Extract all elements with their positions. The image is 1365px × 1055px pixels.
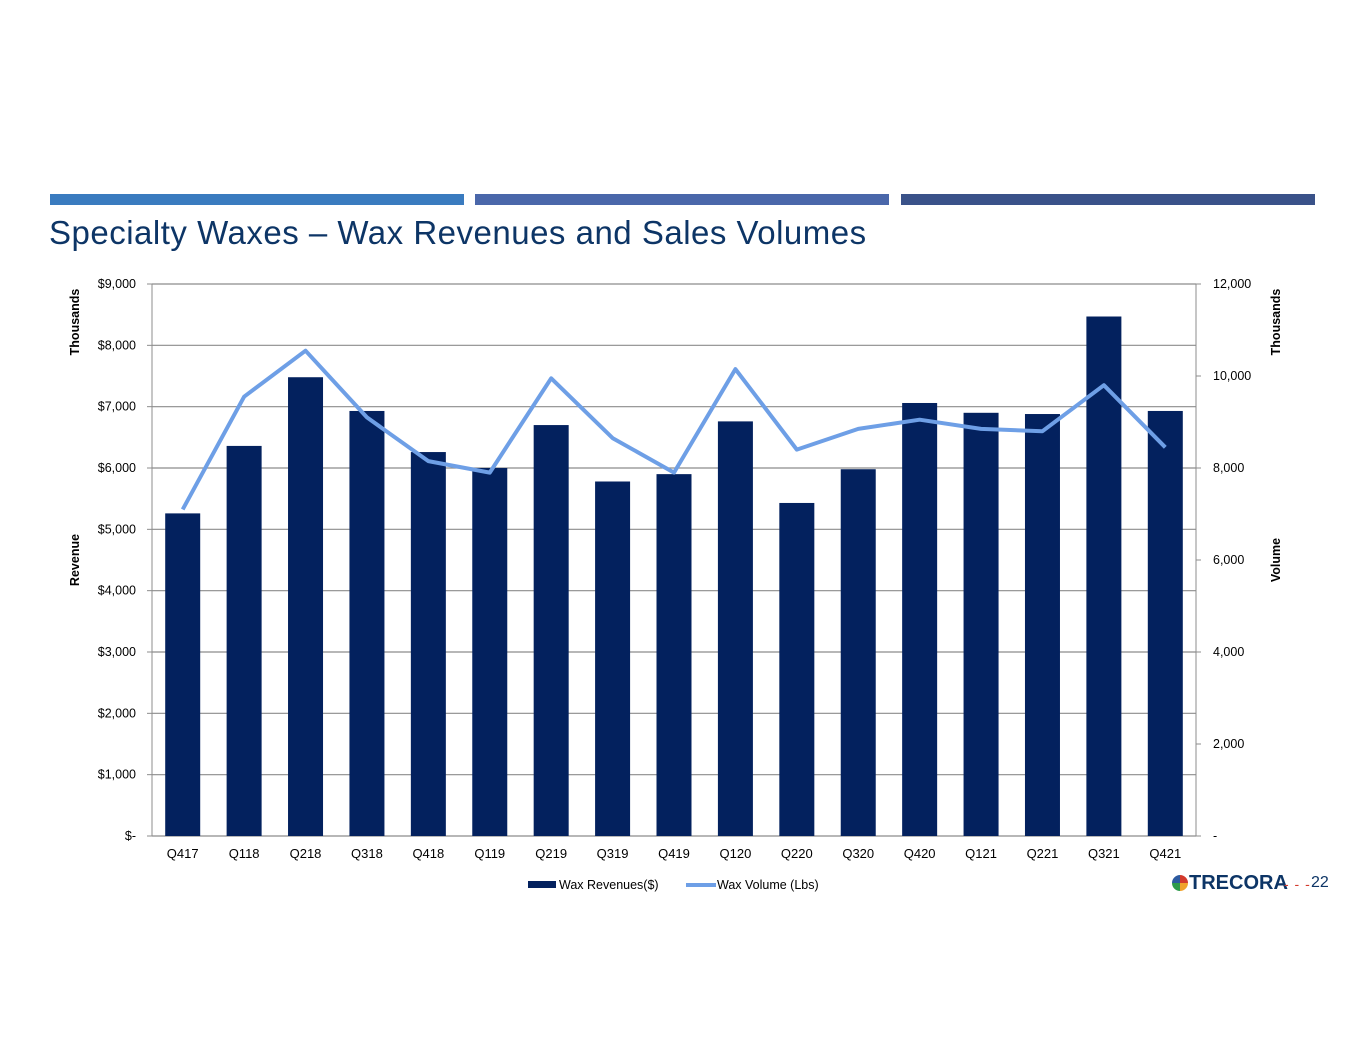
x-axis-tick-label: Q418	[412, 846, 444, 861]
page-number: 22	[1311, 874, 1329, 891]
revenue-bar	[1086, 316, 1122, 836]
x-axis-tick-label: Q417	[167, 846, 199, 861]
right-axis-tick-label: 6,000	[1213, 553, 1244, 567]
trecora-logo: TRECORA	[1171, 872, 1288, 895]
revenue-bar	[349, 410, 385, 836]
left-axis-tick-label: $5,000	[98, 522, 136, 536]
revenue-bar	[656, 474, 692, 836]
revenue-bar	[963, 412, 999, 836]
x-axis-tick-label: Q321	[1088, 846, 1120, 861]
left-axis-title: Revenue	[68, 534, 82, 586]
footer-dashes: - - -	[1284, 876, 1311, 892]
revenue-bar	[717, 421, 753, 836]
left-axis-tick-label: $9,000	[98, 277, 136, 291]
left-axis-tick-label: $7,000	[98, 400, 136, 414]
revenue-bar	[902, 402, 938, 836]
x-axis-tick-label: Q219	[535, 846, 567, 861]
logo-o-icon	[1172, 875, 1188, 891]
revenue-bar	[779, 502, 815, 836]
revenue-bar	[165, 513, 201, 836]
right-axis-title: Volume	[1269, 538, 1283, 582]
left-axis-tick-label: $1,000	[98, 768, 136, 782]
revenue-bar	[840, 469, 876, 836]
header-accent-bar-3	[901, 194, 1315, 205]
revenue-bar	[288, 377, 324, 836]
revenue-bar	[410, 452, 446, 836]
left-axis-tick-label: $3,000	[98, 645, 136, 659]
header-accent-bar-2	[475, 194, 889, 205]
slide-title: Specialty Waxes – Wax Revenues and Sales…	[49, 214, 867, 251]
x-axis-tick-label: Q221	[1027, 846, 1059, 861]
x-axis-tick-label: Q320	[842, 846, 874, 861]
x-axis-tick-label: Q318	[351, 846, 383, 861]
revenue-bar	[226, 445, 262, 836]
revenue-bar	[533, 425, 569, 836]
right-axis-unit-label: Thousands	[1269, 289, 1283, 356]
x-axis-tick-label: Q118	[229, 846, 260, 861]
left-axis-unit-label: Thousands	[68, 289, 82, 356]
revenue-bar	[1147, 410, 1183, 836]
x-axis-tick-label: Q121	[965, 846, 997, 861]
right-axis-tick-label: 4,000	[1213, 645, 1244, 659]
revenue-bar	[472, 468, 508, 836]
legend-label-volume: Wax Volume (Lbs)	[717, 878, 819, 892]
x-axis-tick-label: Q220	[781, 846, 813, 861]
x-axis-tick-label: Q120	[720, 846, 752, 861]
left-axis-tick-label: $8,000	[98, 338, 136, 352]
right-axis-tick-label: 10,000	[1213, 369, 1251, 383]
left-axis-tick-label: $6,000	[98, 461, 136, 475]
revenue-bar	[595, 481, 631, 836]
right-axis-tick-label: -	[1213, 829, 1217, 843]
right-axis-tick-label: 12,000	[1213, 277, 1251, 291]
volume-line	[180, 348, 1167, 511]
x-axis-tick-label: Q319	[597, 846, 629, 861]
x-axis-tick-label: Q420	[904, 846, 936, 861]
left-axis-tick-label: $4,000	[98, 584, 136, 598]
logo-text: TRECORA	[1189, 872, 1288, 894]
x-axis-tick-label: Q218	[290, 846, 322, 861]
x-axis-tick-label: Q119	[474, 846, 505, 861]
left-axis-tick-label: $-	[125, 829, 136, 843]
right-axis-tick-label: 2,000	[1213, 737, 1244, 751]
header-accent-bar-1	[50, 194, 464, 205]
revenue-bar	[1024, 414, 1060, 836]
right-axis-tick-label: 8,000	[1213, 461, 1244, 475]
left-axis-tick-label: $2,000	[98, 706, 136, 720]
x-axis-tick-label: Q421	[1149, 846, 1181, 861]
legend-swatch-revenue	[528, 881, 556, 888]
legend-label-revenue: Wax Revenues($)	[559, 878, 659, 892]
x-axis-tick-label: Q419	[658, 846, 690, 861]
